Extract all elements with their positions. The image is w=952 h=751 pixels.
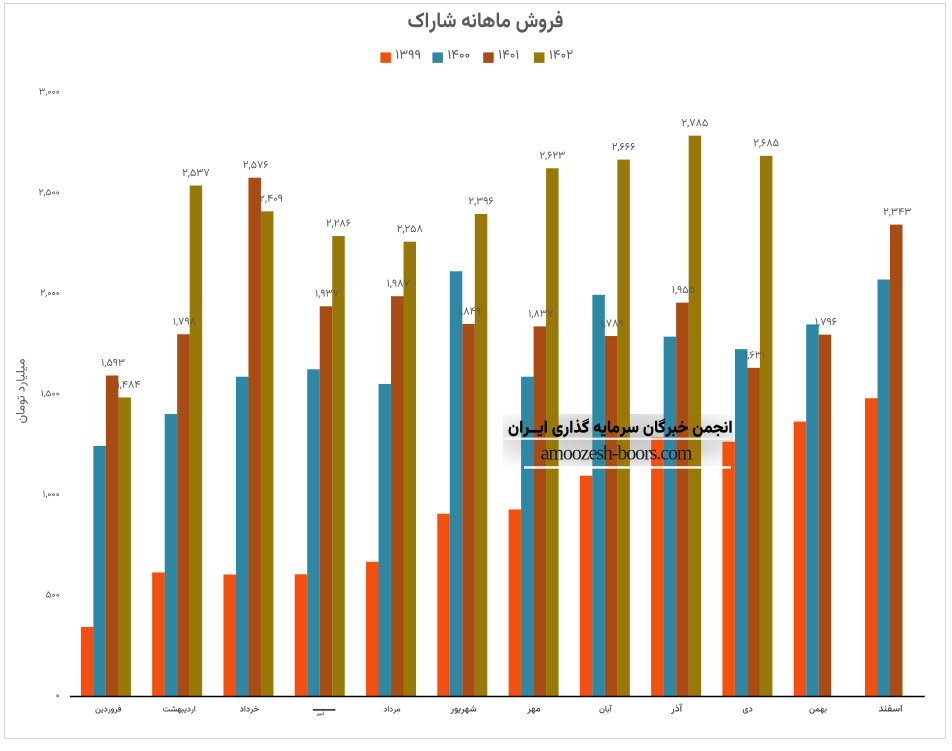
svg-text:amoozesh-boors.com: amoozesh-boors.com [541, 443, 693, 465]
